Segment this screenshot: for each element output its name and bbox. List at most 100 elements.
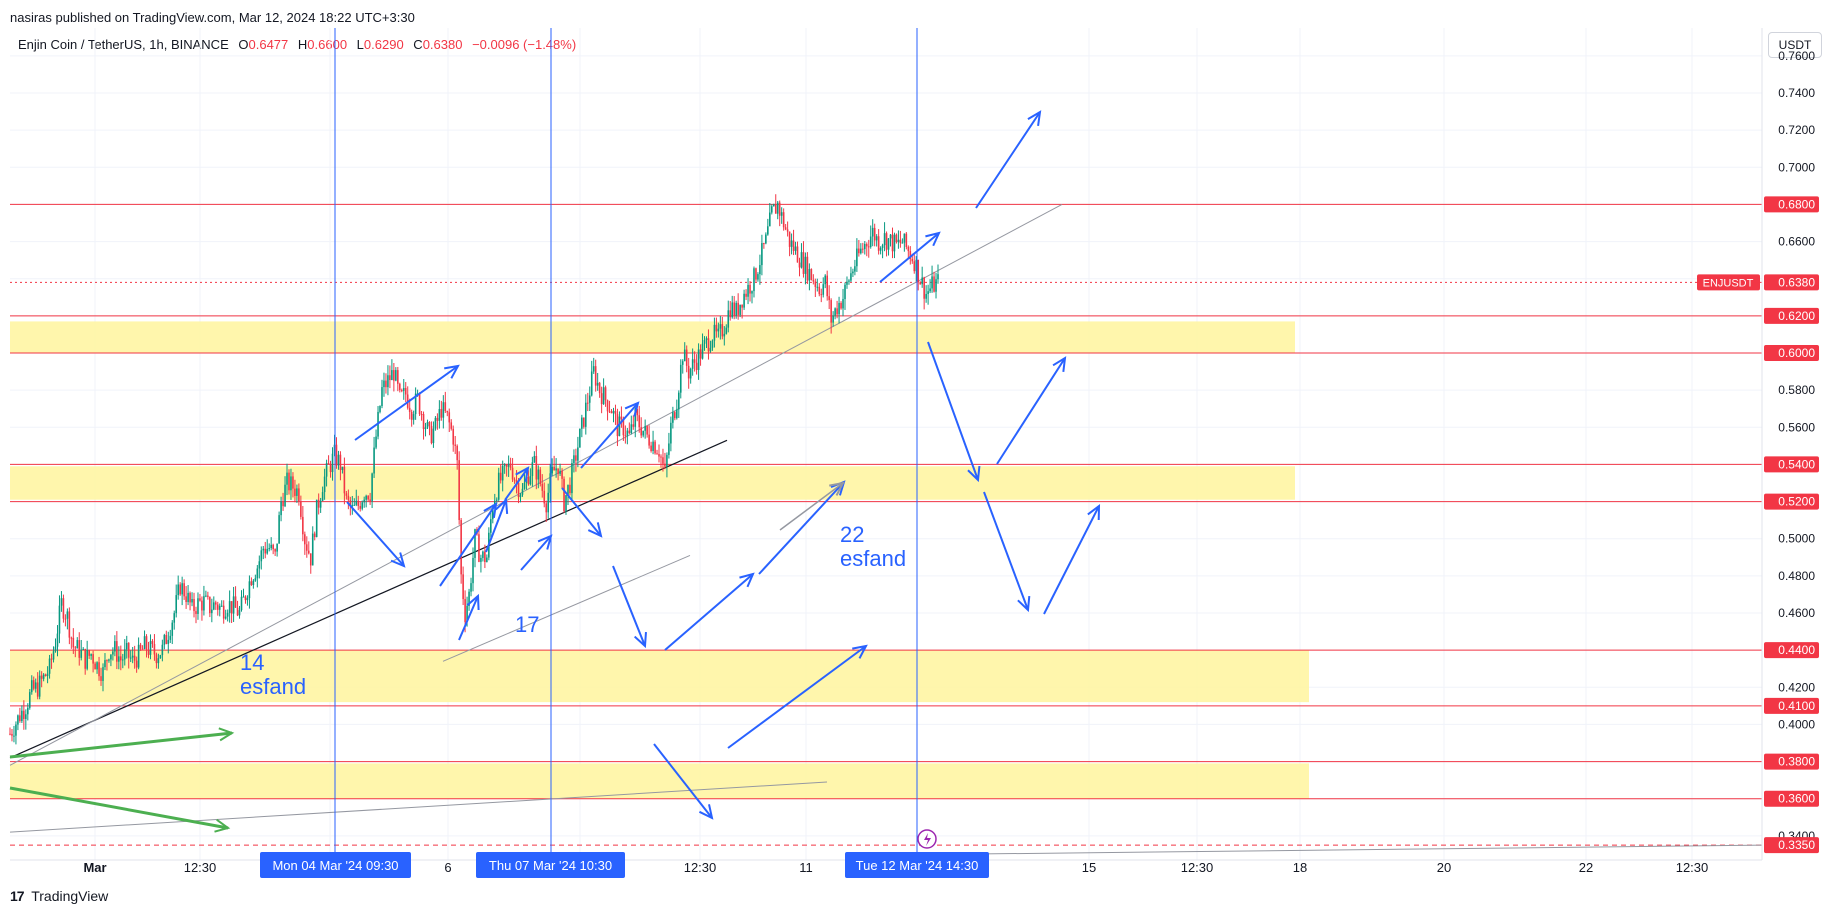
candle-body [100, 676, 102, 681]
candle-body [25, 714, 27, 719]
candle-body [402, 388, 405, 391]
candle-body [307, 550, 310, 554]
x-axis-tick-label: 12:30 [1181, 860, 1214, 875]
candle-body [590, 371, 593, 396]
last-price-badge [1764, 274, 1819, 291]
candle-body [551, 466, 553, 474]
candle-body [341, 466, 344, 471]
candle-body [482, 551, 484, 558]
candle-body [571, 463, 573, 494]
candle-body [207, 595, 209, 597]
candle-body [161, 644, 164, 656]
projection-arrow-head [624, 401, 640, 417]
candle-body [456, 445, 458, 461]
x-axis-tick-label: 6 [444, 860, 451, 875]
candle-body [165, 635, 168, 644]
last-price-label: 0.6380 [1778, 275, 1815, 289]
candle-body [345, 493, 348, 496]
projection-arrow [612, 565, 646, 647]
price-level-label: 0.3600 [1778, 792, 1815, 806]
candle-body [213, 602, 215, 610]
candle-body [220, 605, 223, 607]
candle-body [44, 674, 47, 677]
candle-body [495, 499, 498, 501]
candle-body [317, 499, 320, 508]
candle-body [282, 501, 284, 507]
projection-arrow-head [390, 552, 406, 568]
projection-arrow [520, 535, 552, 571]
candle-body [460, 520, 462, 575]
y-axis-tick-label: 0.7600 [1778, 49, 1815, 63]
candle-body [468, 591, 470, 606]
candle-body [258, 561, 261, 569]
candle-body [278, 515, 280, 544]
candle-body [434, 417, 437, 429]
candle-body [632, 424, 635, 427]
candle-body [832, 315, 834, 323]
candle-body [531, 462, 534, 477]
candle-body [28, 692, 31, 708]
candle-body [300, 501, 302, 517]
candle-body [769, 212, 771, 227]
candle-body [537, 469, 540, 480]
candle-body [798, 262, 801, 268]
candle-body [373, 447, 375, 474]
candle-body [879, 247, 882, 251]
candle-body [729, 310, 732, 318]
candle-body [325, 463, 328, 477]
price-chart[interactable]: 14esfand1722esfand0.76000.74000.72000.70… [0, 0, 1835, 880]
candle-body [125, 642, 128, 650]
candle-body [596, 382, 599, 386]
candle-body [588, 395, 591, 403]
candle-body [501, 465, 504, 481]
candle-body [94, 663, 96, 670]
candle-body [553, 466, 555, 471]
symbol-legend[interactable]: Enjin Coin / TetherUS, 1h, BINANCE O0.64… [18, 37, 576, 52]
trend-line [442, 554, 691, 662]
candle-body [913, 261, 916, 272]
projection-arrow [504, 467, 529, 501]
candle-body [110, 654, 112, 660]
candle-body [780, 212, 783, 216]
candle-body [438, 409, 441, 421]
candle-body [933, 276, 935, 292]
candle-body [499, 472, 502, 481]
candle-body [218, 605, 221, 610]
candle-body [486, 557, 488, 562]
candle-body [765, 234, 767, 244]
candle-body [604, 387, 607, 401]
candle-body [569, 484, 571, 494]
projection-arrow [758, 481, 845, 575]
candle-body [452, 428, 455, 445]
candle-body [889, 234, 892, 239]
candle-body [733, 302, 735, 316]
candle-body [586, 402, 589, 404]
candle-body [13, 735, 15, 737]
candle-body [197, 598, 199, 614]
projection-arrow [664, 573, 754, 651]
change-value: −0.0096 (−1.48%) [472, 37, 577, 52]
candle-body [286, 472, 288, 485]
candle-body [179, 584, 181, 595]
candle-body [464, 599, 466, 622]
candle-body [450, 422, 453, 429]
candle-body [262, 548, 265, 551]
candle-body [668, 443, 670, 455]
candle-body [836, 308, 838, 315]
candle-body [687, 365, 690, 379]
currency-button[interactable]: USDT [1768, 32, 1822, 58]
candle-body [804, 256, 807, 274]
candle-body [565, 495, 567, 512]
projection-arrow-head [587, 522, 603, 538]
symbol-title[interactable]: Enjin Coin / TetherUS, 1h, BINANCE [18, 37, 229, 52]
candle-body [701, 343, 704, 359]
projection-arrow-head [466, 593, 480, 611]
candle-body [309, 553, 312, 566]
price-level-badge [1764, 456, 1819, 473]
candle-body [323, 476, 326, 493]
published-caption: nasiras published on TradingView.com, Ma… [10, 10, 415, 25]
candle-body [76, 640, 79, 649]
candle-body [292, 476, 294, 489]
candle-body [187, 592, 189, 603]
high-label: H [297, 37, 308, 52]
